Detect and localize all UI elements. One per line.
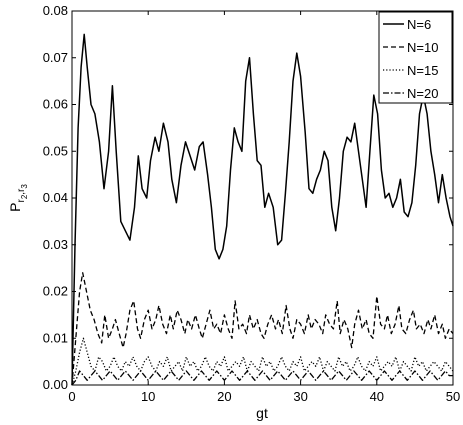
x-tick-label: 40 <box>370 389 384 404</box>
y-axis: 0.00 0.01 0.02 0.03 0.04 0.05 0.06 0.07 0.08 <box>43 3 453 392</box>
legend: N=6 N=10 N=15 N=20 <box>378 11 453 104</box>
y-tick-label: 0.08 <box>43 3 68 18</box>
y-label-sub1-index: 2 <box>20 194 29 199</box>
y-label-sub2-index: 3 <box>20 184 29 189</box>
series-line-n-10 <box>71 272 454 386</box>
legend-label: N=20 <box>407 86 438 101</box>
y-tick-label: 0.02 <box>43 284 68 299</box>
y-tick-label: 0.01 <box>43 330 68 345</box>
y-axis-label: Pr2,r3 <box>7 184 29 212</box>
x-tick-label: 0 <box>68 389 75 404</box>
legend-label: N=15 <box>407 63 438 78</box>
y-tick-label: 0.03 <box>43 237 68 252</box>
series-lines <box>71 33 454 386</box>
legend-label: N=6 <box>407 17 431 32</box>
y-label-sub2: r <box>16 188 27 192</box>
x-tick-label: 10 <box>141 389 155 404</box>
x-tick-label: 20 <box>217 389 231 404</box>
y-label-sub1: r <box>16 199 27 203</box>
y-label-main: P <box>7 203 23 212</box>
y-tick-label: 0.06 <box>43 97 68 112</box>
x-axis-label: gt <box>256 405 268 421</box>
y-tick-label: 0.05 <box>43 143 68 158</box>
x-tick-label: 30 <box>293 389 307 404</box>
series-line-n-15 <box>71 337 454 386</box>
y-label-sep: , <box>16 192 27 195</box>
x-tick-label: 50 <box>446 389 460 404</box>
y-tick-label: 0.00 <box>43 377 68 392</box>
svg-text:Pr2,r3: Pr2,r3 <box>7 184 29 212</box>
legend-box <box>378 11 453 104</box>
y-tick-label: 0.04 <box>43 190 68 205</box>
x-axis: 0 10 20 30 40 50 <box>68 11 460 404</box>
y-tick-label: 0.07 <box>43 50 68 65</box>
legend-label: N=10 <box>407 40 438 55</box>
series-line-n-6 <box>71 33 454 386</box>
series-line-n-20 <box>71 370 453 386</box>
